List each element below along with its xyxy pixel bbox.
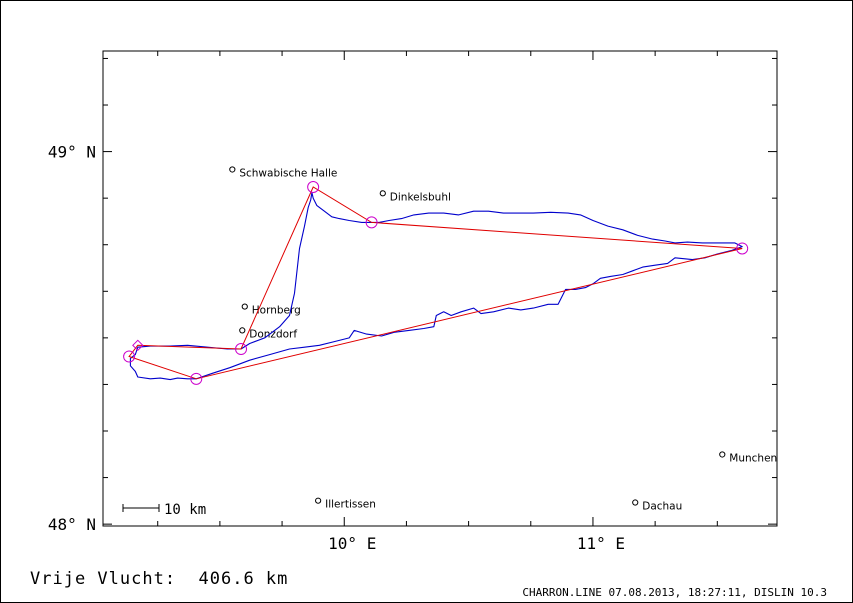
turnpoint-circle-icon [736, 242, 749, 255]
place-label: Schwabische Halle [239, 167, 337, 179]
plot-border [102, 50, 778, 527]
x-axis-label: 11° E [577, 534, 625, 553]
scale-bar-label: 10 km [164, 502, 206, 518]
place-dot-icon [239, 327, 246, 334]
place-label: Donzdorf [249, 328, 297, 340]
scale-bar: 10 km [122, 502, 206, 518]
plot-info: CHARRON.LINE 07.08.2013, 18:27:11, DISLI… [522, 586, 827, 599]
axes: 49° N 48° N 10° E 11° E [48, 50, 778, 553]
place-dot-icon [379, 190, 386, 197]
place-marker: Hornberg [241, 303, 301, 317]
turnpoint-circle-icon [190, 372, 203, 385]
place-dot-icon [229, 166, 236, 173]
place-label: Dachau [642, 501, 682, 513]
place-dot-icon [315, 497, 322, 504]
place-marker: Donzdorf [239, 327, 297, 340]
turnpoints-layer [123, 180, 749, 385]
place-dot-icon [632, 499, 639, 506]
place-label: Illertissen [325, 499, 376, 511]
place-label: Dinkelsbuhl [390, 191, 451, 203]
route-layer [128, 186, 743, 380]
free-flight-distance: Vrije Vlucht: 406.6 km [30, 569, 289, 589]
turnpoint-circle-icon [123, 350, 136, 363]
turnpoint-circle-icon [235, 343, 248, 356]
place-label: Hornberg [252, 305, 301, 317]
places-layer: Schwabische Halle Dinkelsbuhl Hornberg Donz… [229, 166, 777, 513]
turnpoint-circle-icon [365, 216, 378, 229]
place-marker: Schwabische Halle [229, 166, 337, 179]
place-dot-icon [241, 303, 248, 310]
gps-track-line [129, 192, 743, 381]
gps-track-layer [129, 192, 743, 381]
place-marker: Dinkelsbuhl [379, 190, 451, 203]
place-marker: Munchen [719, 451, 777, 464]
turnpoint-diamond-icon [132, 339, 144, 352]
x-axis-label: 10° E [328, 534, 376, 553]
place-marker: Dachau [632, 499, 682, 513]
place-marker: Illertissen [315, 497, 376, 511]
place-label: Munchen [729, 452, 777, 464]
y-axis-label: 49° N [48, 143, 96, 162]
place-dot-icon [719, 451, 726, 458]
turnpoint-circle-icon [307, 180, 320, 193]
y-axis-label: 48° N [48, 515, 96, 534]
route-line [128, 186, 743, 380]
